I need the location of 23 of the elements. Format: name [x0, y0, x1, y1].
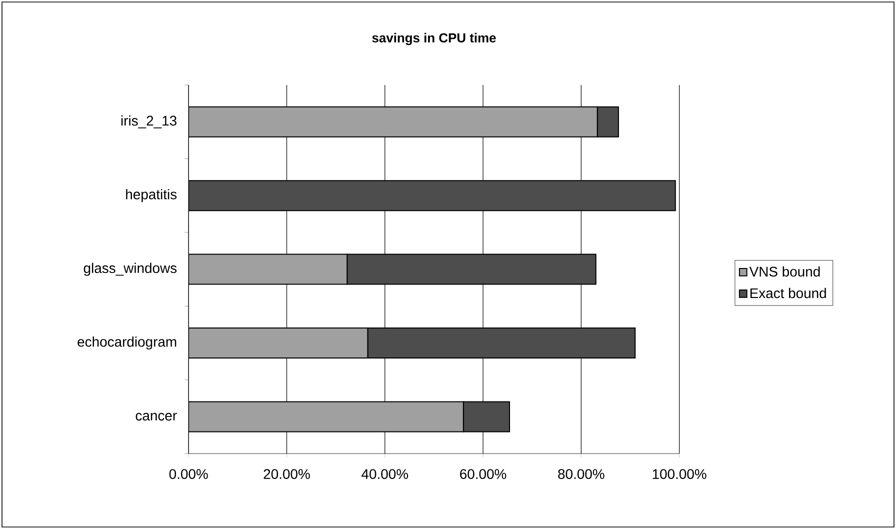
- bar: [188, 328, 368, 359]
- bar: [367, 328, 636, 359]
- bar: [188, 106, 598, 138]
- y-tick-label: iris_2_13: [121, 115, 176, 128]
- bar: [596, 106, 619, 138]
- bar: [346, 254, 596, 285]
- x-tick-label: 100.00%: [652, 469, 706, 480]
- y-tick-label: cancer: [136, 412, 177, 421]
- y-tick-label: echocardiogram: [78, 336, 176, 350]
- y-tick-label: glass_windows: [84, 262, 177, 276]
- bar: [188, 401, 464, 432]
- y-tick-label: hepatitis: [126, 189, 177, 202]
- bar: [462, 401, 510, 432]
- x-tick-label: 0.00%: [169, 469, 208, 480]
- bar: [188, 254, 348, 285]
- legend-label: VNS bound: [749, 266, 820, 277]
- legend-label: Exact bound: [750, 288, 826, 298]
- x-tick-label: 40.00%: [362, 469, 408, 480]
- x-tick-label: 20.00%: [264, 469, 310, 480]
- chart-title: savings in CPU time: [372, 32, 496, 46]
- x-tick-label: 80.00%: [558, 469, 604, 480]
- bar: [188, 180, 676, 212]
- x-tick-label: 60.00%: [460, 469, 506, 480]
